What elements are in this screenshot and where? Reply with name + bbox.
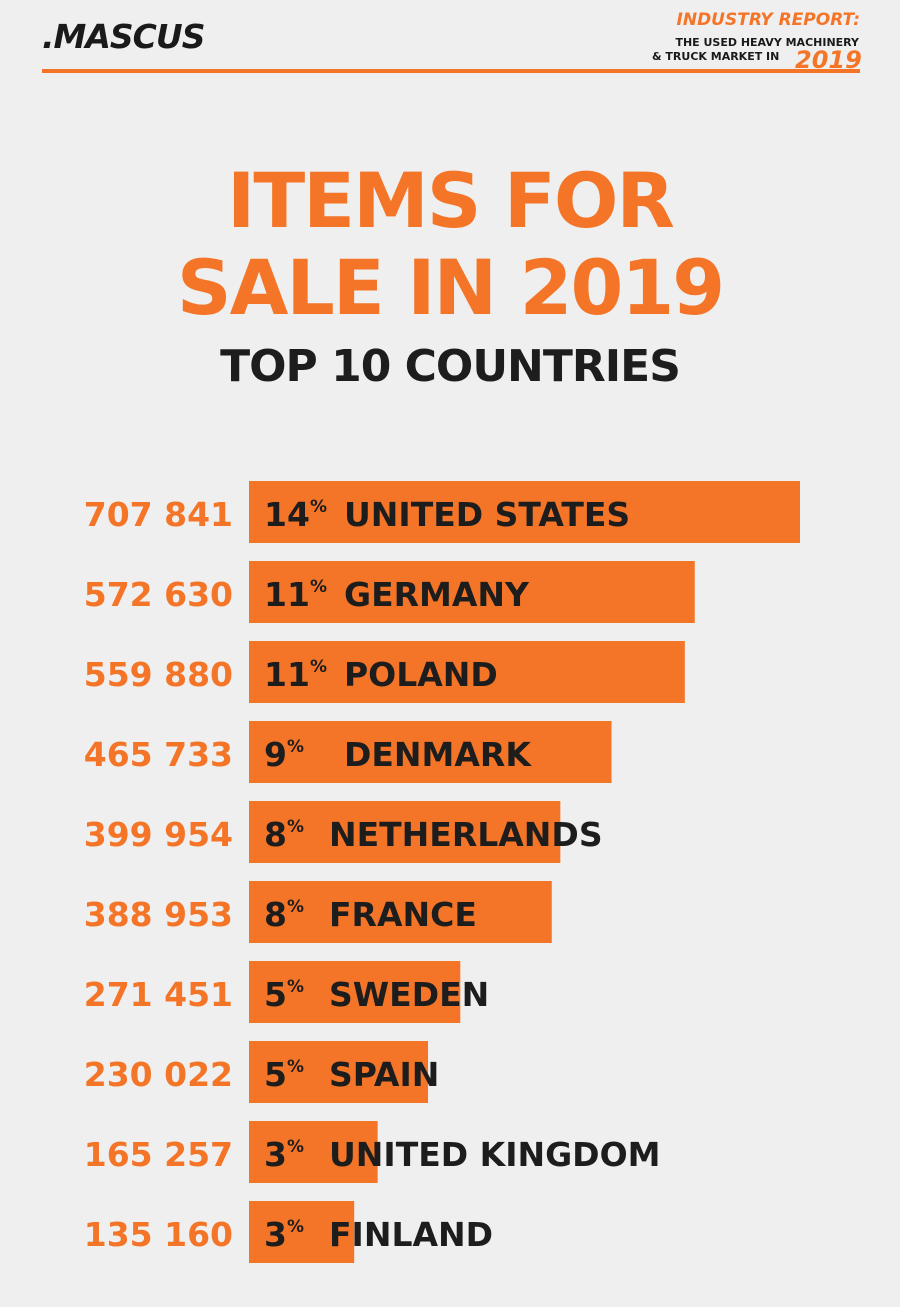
bar-france (249, 881, 552, 943)
page-title-line1: ITEMS FOR (227, 156, 675, 245)
percent-label: 5% (264, 1055, 304, 1094)
bar-germany (249, 561, 695, 623)
bar-denmark (249, 721, 612, 783)
report-title: INDUSTRY REPORT: (676, 10, 860, 30)
value-label: 165 257 (84, 1135, 233, 1174)
percent-label: 5% (264, 975, 304, 1014)
bar-spain (249, 1041, 429, 1103)
percent-label: 11% (264, 655, 327, 694)
report-subtitle-line2: & TRUCK MARKET IN (652, 50, 780, 63)
value-label: 572 630 (84, 575, 233, 614)
category-label: POLAND (344, 655, 498, 694)
value-label: 707 841 (84, 495, 233, 534)
category-label: DENMARK (344, 735, 532, 774)
value-label: 465 733 (84, 735, 233, 774)
percent-label: 9% (264, 735, 304, 774)
category-label: SPAIN (329, 1055, 439, 1094)
bar-united-kingdom (249, 1121, 378, 1183)
category-label: FINLAND (329, 1215, 493, 1254)
page-title-line2: SALE IN 2019 (176, 243, 725, 332)
value-label: 388 953 (84, 895, 233, 934)
percent-label: 8% (264, 895, 304, 934)
header-divider (42, 69, 860, 73)
page-subtitle: TOP 10 COUNTRIES (220, 341, 681, 392)
category-label: UNITED STATES (344, 495, 630, 534)
bar-finland (249, 1201, 355, 1263)
category-label: SWEDEN (329, 975, 489, 1014)
category-label: NETHERLANDS (329, 815, 603, 854)
mascus-logo: .MASCUS (42, 17, 205, 56)
value-label: 399 954 (84, 815, 233, 854)
category-label: UNITED KINGDOM (329, 1135, 660, 1174)
value-label: 135 160 (84, 1215, 233, 1254)
percent-label: 14% (264, 495, 327, 534)
percent-label: 3% (264, 1135, 304, 1174)
percent-label: 8% (264, 815, 304, 854)
report-subtitle-line1: THE USED HEAVY MACHINERY (675, 36, 859, 49)
category-label: FRANCE (329, 895, 477, 934)
bar-poland (249, 641, 685, 703)
report-year: 2019 (795, 46, 862, 74)
percent-label: 11% (264, 575, 327, 614)
category-label: GERMANY (344, 575, 530, 614)
bar-united-states (249, 481, 800, 543)
bar-netherlands (249, 801, 561, 863)
bar-sweden (249, 961, 461, 1023)
report-header: .MASCUS INDUSTRY REPORT: THE USED HEAVY … (0, 0, 900, 80)
value-label: 271 451 (84, 975, 233, 1014)
value-label: 230 022 (84, 1055, 233, 1094)
percent-label: 3% (264, 1215, 304, 1254)
value-label: 559 880 (84, 655, 233, 694)
